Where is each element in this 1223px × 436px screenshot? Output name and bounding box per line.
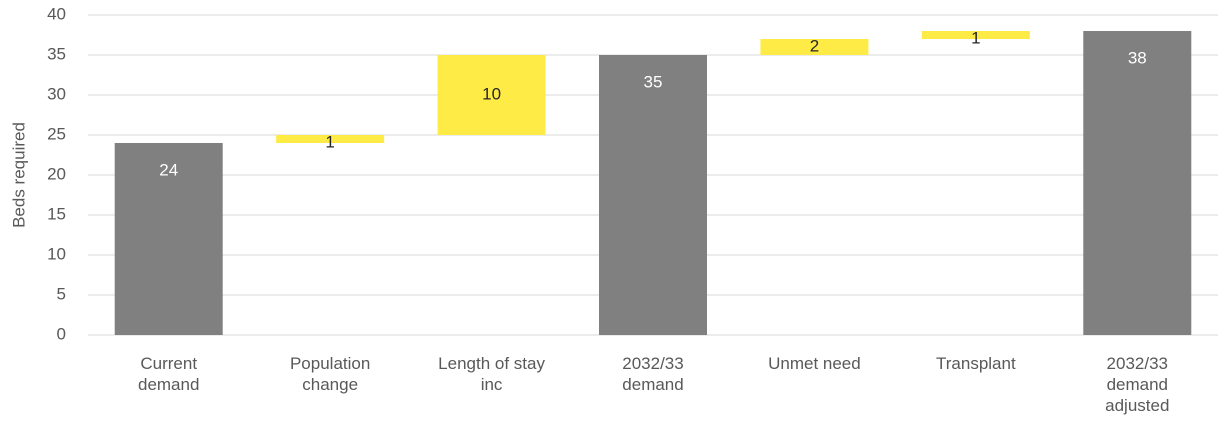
x-tick-label: Current demand xyxy=(137,354,200,394)
y-tick-label: 25 xyxy=(47,124,66,143)
bar xyxy=(921,31,1030,39)
y-tick-label: 0 xyxy=(57,324,66,343)
x-tick-label: 2032/33 demand xyxy=(622,354,684,394)
y-tick-label: 20 xyxy=(47,164,66,183)
y-tick-label: 5 xyxy=(57,284,66,303)
data-label: 35 xyxy=(644,72,663,91)
bar xyxy=(437,55,546,135)
y-axis-title: Beds required xyxy=(9,122,28,228)
data-label: 2 xyxy=(810,36,819,55)
data-label: 1 xyxy=(325,132,334,151)
bar xyxy=(599,55,707,335)
y-tick-label: 30 xyxy=(47,84,66,103)
bar xyxy=(1083,31,1192,335)
x-tick-label: Unmet need xyxy=(768,354,861,373)
bar xyxy=(276,135,385,143)
data-label: 1 xyxy=(971,28,980,47)
y-tick-label: 10 xyxy=(47,244,66,263)
x-tick-label: Transplant xyxy=(936,354,1016,373)
bar xyxy=(760,39,869,55)
x-tick-label: Length of stay inc xyxy=(438,354,545,394)
x-tick-label: Population change xyxy=(289,354,371,394)
y-tick-label: 35 xyxy=(47,44,66,63)
y-tick-label: 40 xyxy=(47,4,66,23)
data-label: 10 xyxy=(482,84,501,103)
data-label: 38 xyxy=(1128,48,1147,67)
bar xyxy=(114,143,223,335)
data-label: 24 xyxy=(159,160,178,179)
x-tick-label: 2032/33 demand adjusted xyxy=(1105,354,1170,415)
y-tick-label: 15 xyxy=(47,204,66,223)
